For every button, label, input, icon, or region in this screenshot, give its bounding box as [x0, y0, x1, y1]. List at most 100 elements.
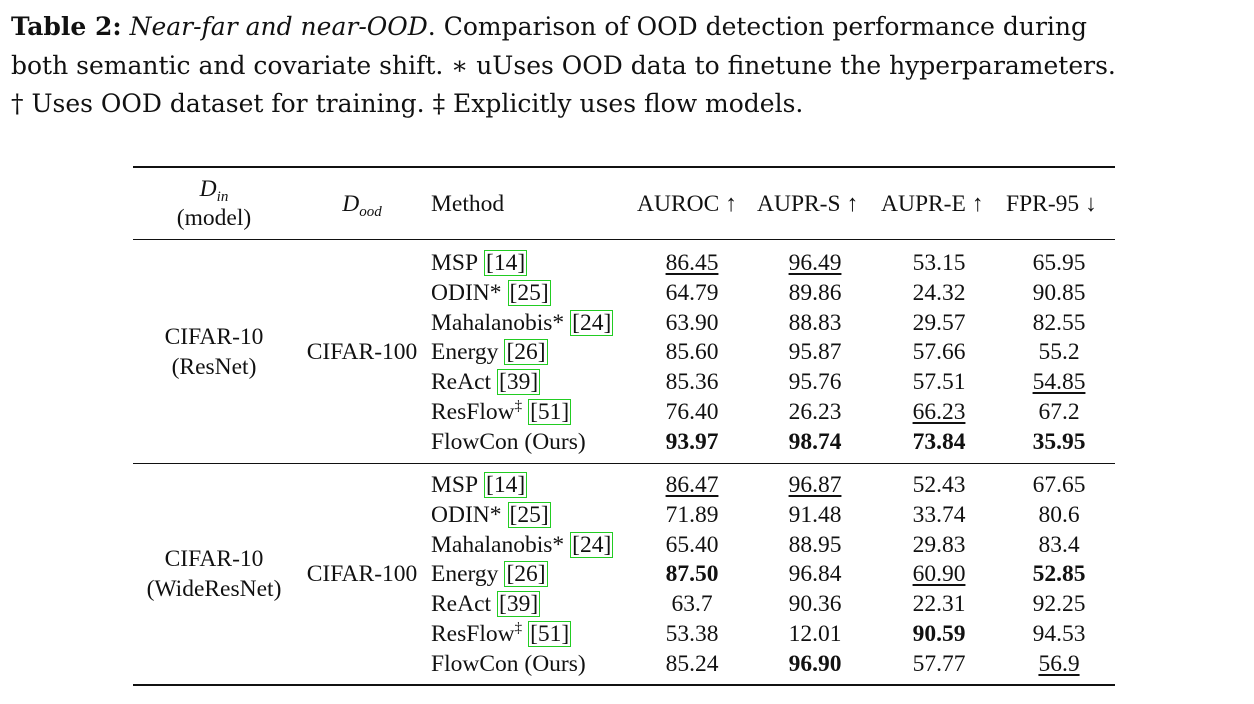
value-aupr-s: 96.84 [788, 561, 842, 588]
value-fpr95: 35.95 [1032, 428, 1086, 455]
citation-number: 26 [514, 339, 538, 366]
value-auroc: 63.90 [665, 309, 719, 336]
value-aupr-s: 91.48 [788, 501, 842, 528]
dood-dataset: CIFAR-100 [306, 339, 418, 366]
value-aupr-e: 90.59 [912, 621, 966, 647]
citation-link[interactable]: [26] [504, 339, 548, 366]
caption-line-2: both semantic and covariate shift. ∗ uUs… [11, 50, 1116, 80]
citation-link[interactable]: [14] [484, 472, 528, 498]
header-rule [133, 239, 1115, 240]
method-cell: ODIN* [25] [431, 278, 551, 308]
citation-number: 51 [537, 621, 562, 647]
din-model: (ResNet) [171, 354, 257, 381]
value-auroc: 64.79 [665, 279, 719, 306]
method-cell: ReAct [39] [431, 589, 541, 619]
header-din: Din [199, 176, 229, 205]
citation-link[interactable]: [24] [570, 531, 614, 558]
value-auroc: 85.60 [665, 339, 719, 366]
value-aupr-e: 24.32 [912, 279, 966, 306]
method-cell: Mahalanobis* [24] [431, 530, 614, 560]
citation-link[interactable]: [39] [497, 369, 541, 396]
value-aupr-s: 89.86 [788, 279, 842, 306]
caption-line-1: Table 2: Near-far and near-OOD. Comparis… [11, 8, 1247, 47]
value-aupr-e: 29.57 [912, 309, 966, 336]
value-aupr-s: 96.49 [788, 250, 842, 276]
method-name: ODIN* [431, 279, 502, 306]
method-name: ReAct [431, 369, 492, 396]
din-dataset: CIFAR-10 [164, 546, 264, 573]
method-name: ODIN* [431, 501, 502, 528]
value-aupr-s: 95.76 [788, 369, 842, 396]
value-auroc: 63.7 [671, 591, 713, 618]
method-cell: MSP [14] [431, 470, 528, 500]
value-auroc: 93.97 [665, 428, 719, 455]
value-auroc: 76.40 [665, 399, 719, 425]
citation-link[interactable]: [25] [507, 501, 551, 528]
value-aupr-e: 53.15 [912, 250, 966, 276]
citation-number: 26 [514, 561, 538, 588]
dood-dataset: CIFAR-100 [306, 561, 418, 588]
method-name: ResFlow [431, 621, 515, 647]
value-fpr95: 67.2 [1038, 399, 1080, 425]
value-auroc: 85.36 [665, 369, 719, 396]
value-auroc: 86.45 [665, 250, 719, 276]
method-superscript: ‡ [514, 620, 523, 637]
header-auroc: AUROC ↑ [637, 191, 737, 217]
value-aupr-s: 12.01 [788, 621, 842, 647]
citation-link[interactable]: [51] [528, 621, 572, 647]
bottom-rule [133, 684, 1115, 686]
citation-link[interactable]: [14] [484, 250, 528, 276]
citation-number: 39 [506, 591, 531, 618]
method-name: MSP [431, 472, 479, 498]
value-auroc: 71.89 [665, 501, 719, 528]
method-cell: ReAct [39] [431, 367, 541, 397]
citation-link[interactable]: [51] [528, 399, 572, 425]
value-fpr95: 80.6 [1038, 501, 1080, 528]
header-fpr95: FPR-95 ↓ [1006, 191, 1097, 217]
value-aupr-s: 95.87 [788, 339, 842, 366]
citation-number: 14 [493, 250, 518, 276]
value-aupr-e: 57.66 [912, 339, 966, 366]
value-aupr-e: 22.31 [912, 591, 966, 618]
citation-number: 39 [506, 369, 531, 396]
value-aupr-s: 88.83 [788, 309, 842, 336]
method-superscript: ‡ [514, 398, 523, 415]
method-name: ReAct [431, 591, 492, 618]
value-fpr95: 52.85 [1032, 561, 1086, 588]
value-fpr95: 55.2 [1038, 339, 1080, 366]
citation-number: 25 [517, 501, 541, 528]
value-aupr-s: 98.74 [788, 428, 842, 455]
citation-number: 25 [517, 279, 541, 306]
value-aupr-s: 96.87 [788, 472, 842, 498]
header-aupr-s: AUPR-S ↑ [757, 191, 859, 217]
method-name: ResFlow [431, 399, 515, 425]
citation-link[interactable]: [26] [504, 561, 548, 588]
value-aupr-e: 52.43 [912, 472, 966, 498]
din-dataset: CIFAR-10 [164, 324, 264, 351]
method-cell: Energy [26] [431, 559, 548, 589]
citation-link[interactable]: [39] [497, 591, 541, 618]
method-cell: MSP [14] [431, 248, 528, 278]
citation-number: 14 [493, 472, 518, 498]
method-name: Mahalanobis* [431, 531, 565, 558]
citation-number: 24 [579, 531, 604, 558]
value-fpr95: 54.85 [1032, 369, 1086, 396]
method-cell: ResFlow‡ [51] [431, 397, 572, 427]
value-fpr95: 82.55 [1032, 309, 1086, 336]
method-name: Energy [431, 561, 499, 588]
value-auroc: 65.40 [665, 531, 719, 558]
value-fpr95: 65.95 [1032, 250, 1086, 276]
value-fpr95: 90.85 [1032, 279, 1086, 306]
value-fpr95: 67.65 [1032, 472, 1086, 498]
method-name: Mahalanobis* [431, 309, 565, 336]
value-aupr-s: 26.23 [788, 399, 842, 425]
citation-link[interactable]: [24] [570, 309, 614, 336]
method-cell: Mahalanobis* [24] [431, 308, 614, 338]
citation-number: 51 [537, 399, 562, 425]
table-caption: Table 2: Near-far and near-OOD. Comparis… [11, 8, 1247, 124]
value-fpr95: 94.53 [1032, 621, 1086, 647]
value-auroc: 85.24 [665, 650, 719, 677]
citation-link[interactable]: [25] [507, 279, 551, 306]
header-din-model: (model) [176, 205, 252, 231]
value-aupr-s: 90.36 [788, 591, 842, 618]
